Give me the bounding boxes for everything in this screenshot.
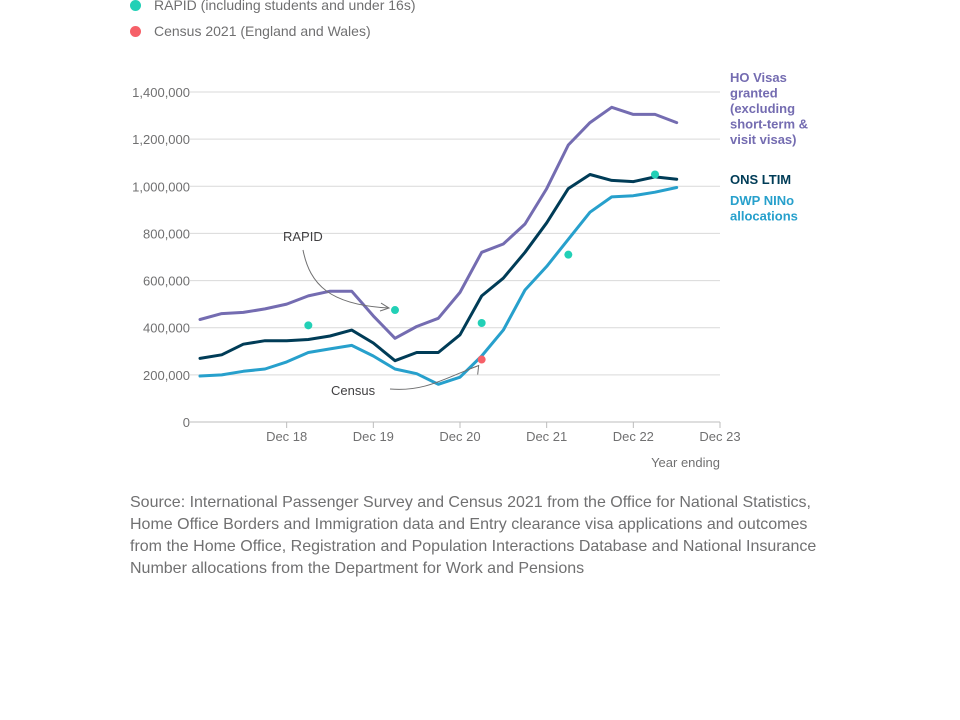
y-tick-label: 600,000 — [143, 274, 190, 289]
series-label-line: short-term & — [730, 117, 808, 132]
series-label-line: ONS LTIM — [730, 172, 791, 187]
point-rapid — [651, 170, 659, 179]
y-tick-label: 0 — [183, 415, 190, 430]
y-tick-label: 200,000 — [143, 368, 190, 383]
y-tick-label: 1,200,000 — [132, 132, 190, 147]
x-tick-label: Dec 19 — [353, 429, 394, 444]
annotation-census-label: Census — [331, 383, 376, 398]
series-line-2 — [198, 186, 679, 386]
x-axis-title: Year ending — [651, 455, 720, 470]
series-label-0: HO Visas granted (excluding short-term & vis… — [730, 70, 808, 147]
legend-label-rapid: RAPID (including students and under 16s) — [154, 0, 416, 13]
annotation-census-arrowhead — [470, 364, 480, 375]
series-label-2: DWP NINo allocations — [730, 193, 798, 224]
legend-dot-census — [130, 25, 141, 37]
point-rapid — [304, 321, 313, 330]
series-label-line: visit visas) — [730, 132, 797, 147]
annotation-rapid-arrowhead — [379, 302, 391, 312]
y-tick-label: 400,000 — [143, 321, 190, 336]
annotation-rapid-arrow — [302, 249, 390, 309]
legend-dot-rapid — [130, 0, 141, 11]
series-label-line: granted — [730, 86, 778, 101]
x-tick-label: Dec 23 — [699, 429, 740, 444]
y-tick-label: 1,000,000 — [132, 179, 190, 194]
y-tick-label: 1,400,000 — [132, 85, 190, 100]
x-tick-label: Dec 22 — [613, 429, 654, 444]
series-line-0 — [198, 105, 679, 340]
x-tick-label: Dec 21 — [526, 429, 567, 444]
series-label-1: ONS LTIM — [730, 172, 791, 187]
point-rapid — [477, 319, 486, 327]
source-note: Source: International Passenger Survey a… — [130, 494, 817, 577]
point-rapid — [564, 250, 573, 259]
series-line-1 — [198, 173, 679, 363]
x-tick-label: Dec 20 — [439, 429, 480, 444]
series-label-line: allocations — [730, 209, 798, 224]
series-label-line: (excluding — [730, 101, 795, 116]
point-census — [477, 355, 486, 364]
annotation-census-arrow — [389, 365, 479, 390]
y-tick-label: 800,000 — [143, 226, 190, 241]
legend-item-rapid: RAPID (including students and under 16s) — [130, 0, 415, 13]
annotation-rapid-label: RAPID — [283, 229, 323, 244]
legend-item-census: Census 2021 (England and Wales) — [130, 23, 371, 39]
series-label-line: DWP NINo — [730, 193, 794, 208]
legend-label-census: Census 2021 (England and Wales) — [154, 23, 371, 39]
line-chart: 0 200,000 400,000 600,000 800,000 1,000,000 1,… — [132, 70, 808, 470]
point-rapid — [391, 306, 399, 315]
series-label-line: HO Visas — [730, 70, 787, 85]
x-tick-label: Dec 18 — [266, 429, 307, 444]
